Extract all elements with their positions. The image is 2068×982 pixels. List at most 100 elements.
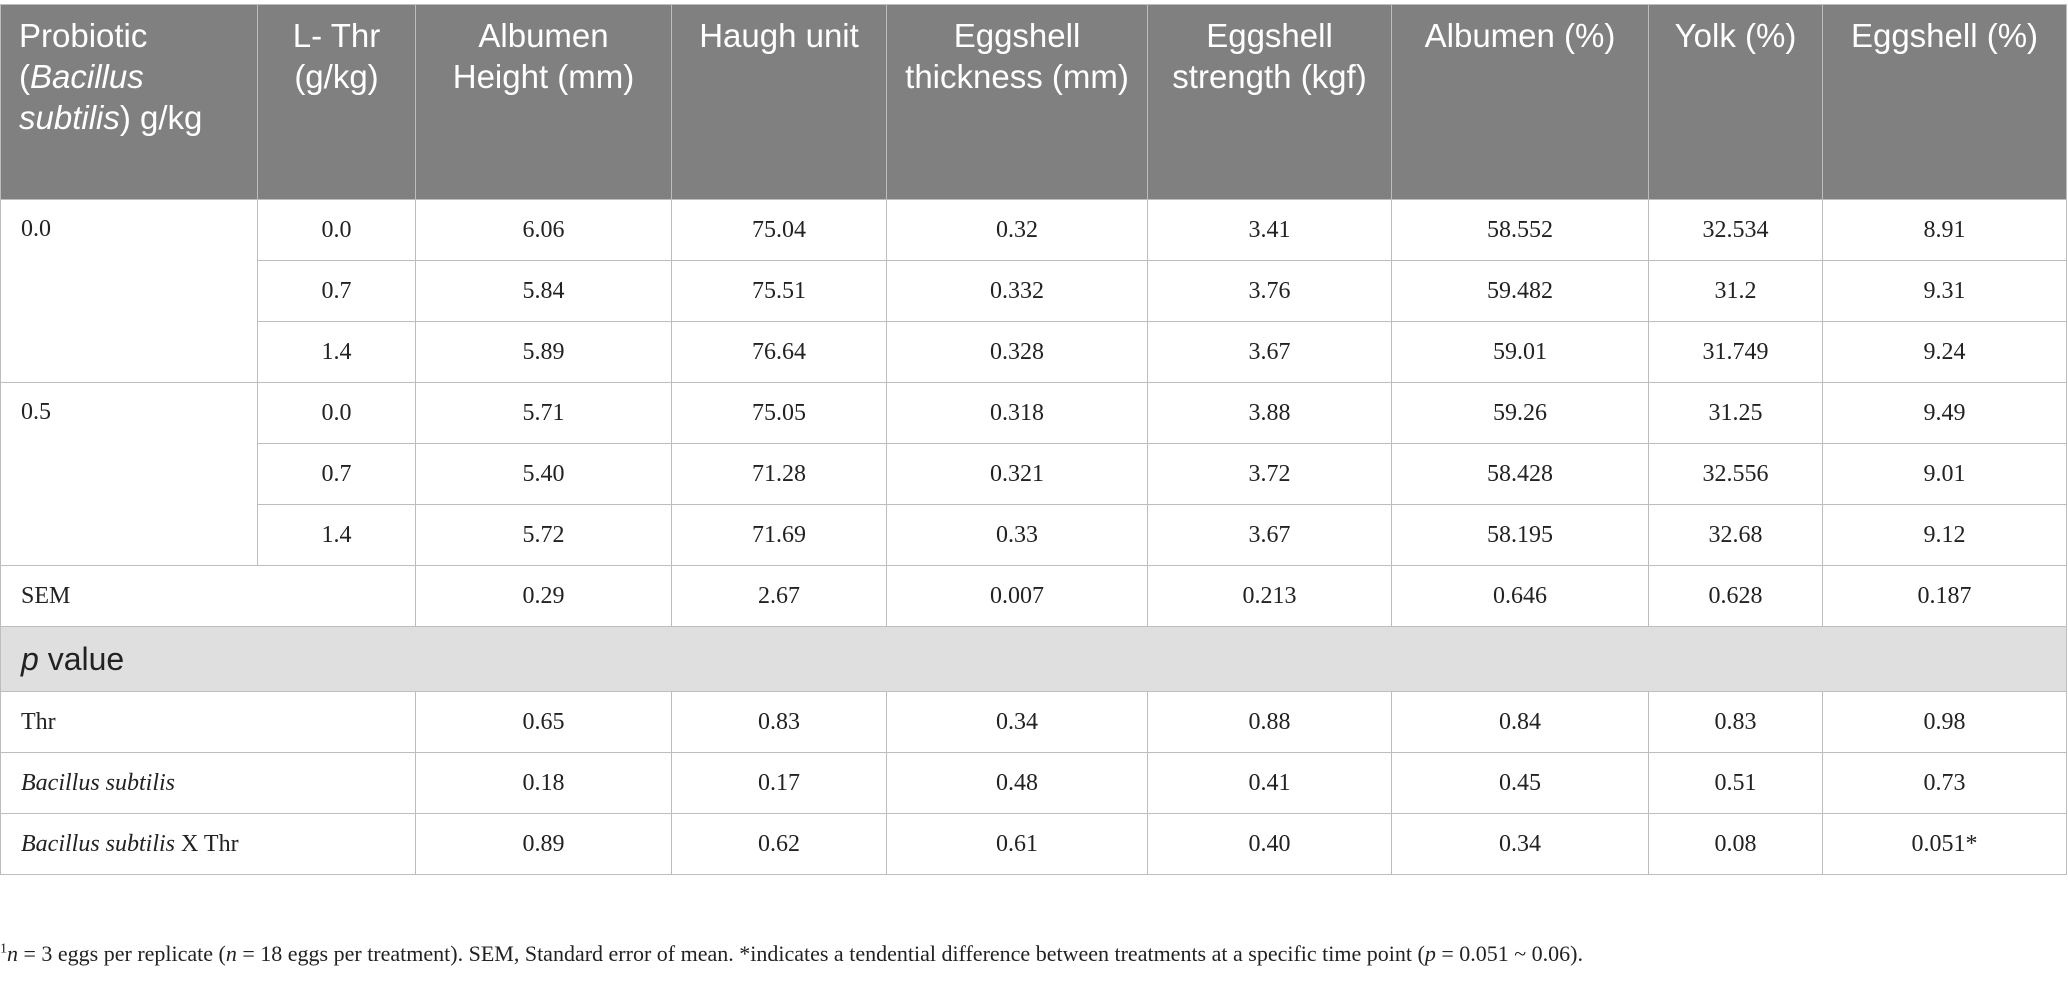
- data-table: Probiotic (Bacillus subtilis) g/kg L- Thr…: [0, 4, 2067, 875]
- cell-value: 5.40: [415, 443, 672, 505]
- cell-value: 58.428: [1391, 443, 1649, 505]
- cell-value: 0.18: [415, 752, 672, 814]
- cell-value: 9.49: [1822, 382, 2067, 444]
- cell-value: 3.67: [1147, 321, 1392, 383]
- cell-value: 0.62: [671, 813, 887, 875]
- footnote-text: = 3 eggs per replicate (: [18, 941, 226, 966]
- column-header: Probiotic (Bacillus subtilis) g/kg: [0, 4, 258, 200]
- column-header: Eggshell strength (kgf): [1147, 4, 1392, 200]
- cell-value: 3.88: [1147, 382, 1392, 444]
- cell-value: 0.83: [671, 691, 887, 753]
- data-row: 1.4 5.89 76.64 0.328 3.67 59.01 31.749 9.24: [1, 321, 2067, 383]
- cell-value: 75.51: [671, 260, 887, 322]
- cell-value: 0.332: [886, 260, 1148, 322]
- row-label: SEM: [0, 565, 416, 627]
- thr-level: 1.4: [257, 321, 416, 383]
- table-header: Probiotic (Bacillus subtilis) g/kg L- Thr…: [0, 4, 2067, 200]
- footnote-text: n: [225, 941, 237, 966]
- cell-value: 0.84: [1391, 691, 1649, 753]
- cell-value: 0.328: [886, 321, 1148, 383]
- cell-value: 58.195: [1391, 504, 1649, 566]
- cell-value: 32.68: [1648, 504, 1823, 566]
- cell-value: 32.534: [1648, 199, 1823, 261]
- cell-value: 0.41: [1147, 752, 1392, 814]
- thr-level: 1.4: [257, 504, 416, 566]
- data-row: 0.7 5.40 71.28 0.321 3.72 58.428 32.556 9.01: [1, 443, 2067, 505]
- cell-value: 2.67: [671, 565, 887, 627]
- footnote-text: = 0.051 ~ 0.06).: [1435, 941, 1583, 966]
- cell-value: 6.06: [415, 199, 672, 261]
- data-row: 0.7 5.84 75.51 0.332 3.76 59.482 31.2 9.31: [1, 260, 2067, 322]
- cell-value: 3.72: [1147, 443, 1392, 505]
- cell-value: 75.05: [671, 382, 887, 444]
- thr-level: 0.0: [257, 382, 416, 444]
- column-header: Eggshell thickness (mm): [886, 4, 1148, 200]
- cell-value: 0.187: [1822, 565, 2067, 627]
- cell-value: 9.12: [1822, 504, 2067, 566]
- cell-value: 0.321: [886, 443, 1148, 505]
- cell-value: 0.65: [415, 691, 672, 753]
- probiotic-level: 0.5: [0, 382, 258, 566]
- label-text: X Thr: [175, 830, 239, 857]
- footnote-text: n: [7, 941, 18, 966]
- cell-value: 0.646: [1391, 565, 1649, 627]
- label-text: Bacillus subtilis: [21, 830, 176, 857]
- cell-value: 8.91: [1822, 199, 2067, 261]
- cell-value: 5.71: [415, 382, 672, 444]
- data-row: 0.5 0.0 5.71 75.05 0.318 3.88 59.26 31.25 9.49: [0, 382, 2067, 566]
- p-value-row: Bacillus subtilis X Thr 0.89 0.62 0.61 0.40 0…: [0, 813, 2067, 875]
- cell-value: 0.51: [1648, 752, 1823, 814]
- footnote-text: = 18 eggs per treatment). SEM, Standard …: [236, 941, 1425, 966]
- cell-value: 3.41: [1147, 199, 1392, 261]
- cell-value: 0.213: [1147, 565, 1392, 627]
- section-title: p value: [0, 626, 2067, 692]
- table-body: 0.0 0.0 6.06 75.04 0.32 3.41 58.552 32.534 8.91 0…: [0, 199, 2067, 875]
- cell-value: 0.45: [1391, 752, 1649, 814]
- label-text: Bacillus subtilis: [21, 769, 176, 796]
- header-text: Bacillus subtilis: [19, 58, 144, 136]
- cell-value: 3.76: [1147, 260, 1392, 322]
- data-row: 1.4 5.72 71.69 0.33 3.67 58.195 32.68 9.12: [1, 504, 2067, 566]
- section-text: value: [38, 640, 125, 677]
- cell-value: 0.83: [1648, 691, 1823, 753]
- thr-level: 0.7: [257, 260, 416, 322]
- column-header: L- Thr (g/kg): [257, 4, 416, 200]
- cell-value: 0.48: [886, 752, 1148, 814]
- thr-level: 0.0: [257, 199, 416, 261]
- sem-row: SEM 0.29 2.67 0.007 0.213 0.646 0.628 0.187: [0, 565, 2067, 627]
- p-value-row: Bacillus subtilis 0.18 0.17 0.48 0.41 0.45 0.5…: [0, 752, 2067, 814]
- cell-value: 0.89: [415, 813, 672, 875]
- cell-value: 0.88: [1147, 691, 1392, 753]
- cell-value: 0.318: [886, 382, 1148, 444]
- section-row: p value: [0, 626, 2067, 692]
- cell-value: 75.04: [671, 199, 887, 261]
- cell-value: 9.01: [1822, 443, 2067, 505]
- column-header: Eggshell (%): [1822, 4, 2067, 200]
- cell-value: 0.34: [886, 691, 1148, 753]
- cell-value: 5.84: [415, 260, 672, 322]
- cell-value: 59.482: [1391, 260, 1649, 322]
- row-label: Bacillus subtilis X Thr: [0, 813, 416, 875]
- cell-value: 58.552: [1391, 199, 1649, 261]
- header-text: Probiotic (: [19, 17, 148, 95]
- section-text: p: [21, 640, 39, 677]
- cell-value: 9.31: [1822, 260, 2067, 322]
- cell-value: 0.33: [886, 504, 1148, 566]
- cell-value: 0.08: [1648, 813, 1823, 875]
- cell-value: 71.69: [671, 504, 887, 566]
- cell-value: 31.749: [1648, 321, 1823, 383]
- cell-value: 9.24: [1822, 321, 2067, 383]
- cell-value: 59.01: [1391, 321, 1649, 383]
- cell-value: 0.051*: [1822, 813, 2067, 875]
- column-header: Haugh unit: [671, 4, 887, 200]
- column-header: Albumen Height (mm): [415, 4, 672, 200]
- row-label: Thr: [0, 691, 416, 753]
- cell-value: 71.28: [671, 443, 887, 505]
- cell-value: 0.628: [1648, 565, 1823, 627]
- row-label: Bacillus subtilis: [0, 752, 416, 814]
- cell-value: 32.556: [1648, 443, 1823, 505]
- cell-value: 59.26: [1391, 382, 1649, 444]
- cell-value: 31.25: [1648, 382, 1823, 444]
- cell-value: 0.40: [1147, 813, 1392, 875]
